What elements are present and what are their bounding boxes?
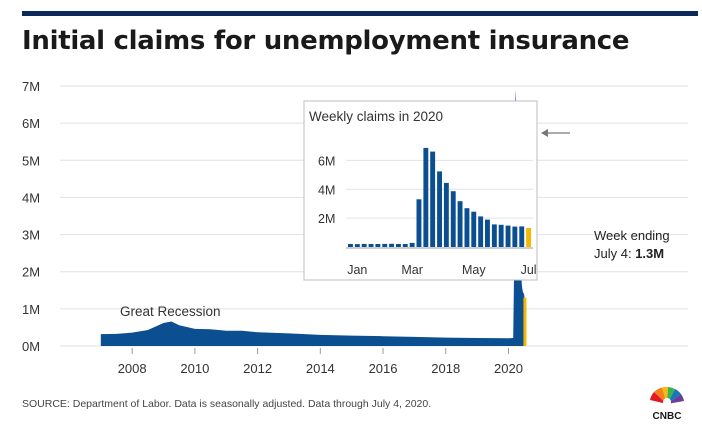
inset-y-tick-label: 2M — [318, 212, 335, 226]
y-tick-label: 5M — [22, 153, 40, 168]
pointer-arrow-icon — [541, 129, 548, 137]
inset-x-tick-label: May — [462, 263, 486, 277]
inset-bar — [423, 147, 429, 247]
cnbc-logo: CNBC — [650, 386, 684, 422]
y-tick-label: 0M — [22, 339, 40, 354]
inset-bar — [368, 244, 374, 247]
inset-x-tick-label: Mar — [401, 263, 423, 277]
inset-bar — [382, 243, 388, 247]
inset-bar — [402, 244, 408, 247]
source-note: SOURCE: Department of Labor. Data is sea… — [22, 398, 432, 410]
inset-bar — [505, 225, 511, 247]
top-rule — [22, 11, 698, 16]
y-tick-label: 2M — [22, 265, 40, 280]
x-tick-label: 2008 — [118, 361, 147, 376]
inset-bar — [485, 219, 490, 247]
x-tick-label: 2010 — [180, 361, 209, 376]
inset-bar — [512, 226, 518, 247]
x-tick-label: 2016 — [369, 361, 398, 376]
inset-bar — [519, 226, 525, 247]
inset-bar — [354, 244, 360, 247]
y-tick-label: 6M — [22, 116, 40, 131]
inset-bar — [526, 228, 531, 247]
inset-bar — [361, 243, 367, 247]
x-tick-label: 2020 — [494, 361, 523, 376]
y-tick-label: 1M — [22, 302, 40, 317]
inset-bar — [478, 216, 484, 247]
x-tick-label: 2018 — [431, 361, 460, 376]
y-tick-label: 3M — [22, 228, 40, 243]
inset-x-tick-label: Jul — [521, 263, 537, 277]
inset-bar — [416, 199, 422, 247]
callout-prefix: July 4: — [594, 246, 632, 261]
callout-line1: Week ending — [594, 228, 670, 243]
inset-x-tick-label: Jan — [347, 263, 367, 277]
inset-bar — [396, 244, 401, 247]
chart-title: Initial claims for unemployment insuranc… — [22, 26, 630, 56]
inset-title: Weekly claims in 2020 — [309, 109, 443, 124]
inset-bar — [471, 211, 477, 247]
x-tick-label: 2012 — [243, 361, 272, 376]
y-tick-label: 7M — [22, 79, 40, 94]
latest-value-callout: Week ending July 4: 1.3M — [594, 227, 670, 263]
callout-value: 1.3M — [635, 246, 665, 261]
logo-wordmark: CNBC — [653, 411, 682, 422]
inset-bar — [389, 243, 394, 247]
inset-bar — [348, 244, 353, 247]
inset-bar — [443, 182, 449, 247]
inset-y-tick-label: 4M — [318, 183, 335, 197]
inset-bar — [457, 201, 463, 247]
inset-y-tick-label: 6M — [318, 154, 335, 168]
latest-week-highlight — [523, 297, 527, 346]
inset-bar — [464, 208, 470, 247]
recession-label: Great Recession — [120, 304, 221, 319]
inset-bar — [498, 224, 504, 247]
inset-bar — [430, 151, 436, 247]
inset-panel — [303, 100, 538, 281]
x-tick-label: 2014 — [306, 361, 335, 376]
inset-bar — [450, 191, 456, 247]
inset-bar — [491, 224, 497, 247]
inset-bar — [375, 244, 381, 247]
y-tick-label: 4M — [22, 190, 40, 205]
inset-bar — [437, 171, 442, 247]
inset-bar — [409, 242, 415, 247]
